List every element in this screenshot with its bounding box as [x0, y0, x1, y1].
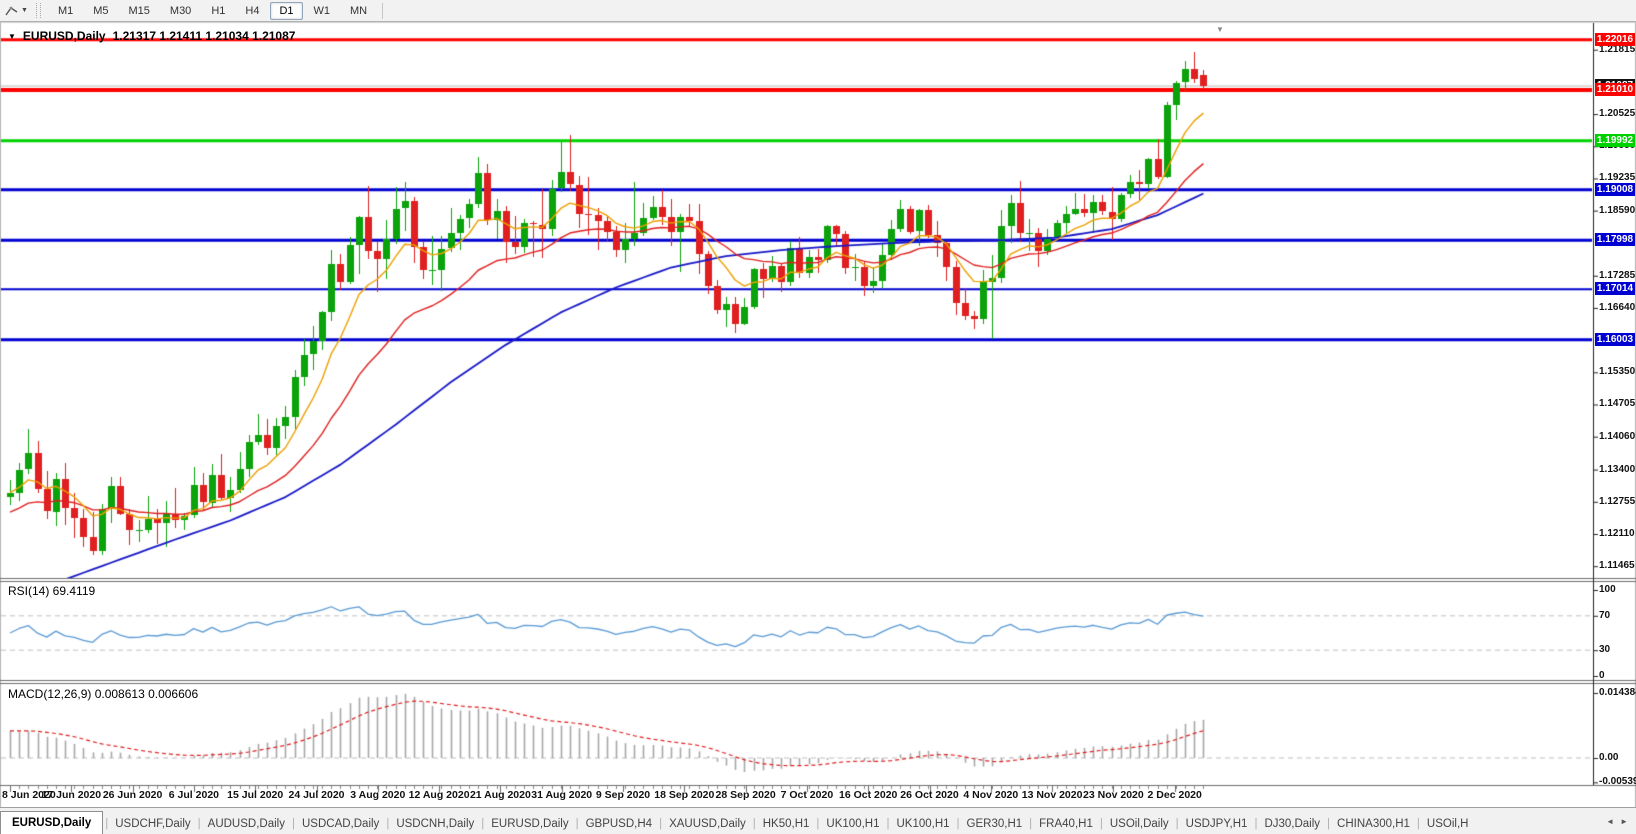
tab-separator: |	[956, 818, 960, 830]
tab-separator: |	[816, 818, 820, 830]
tab-USOil-H[interactable]: USOil,H	[1426, 818, 1469, 830]
tf-M1-button[interactable]: M1	[57, 4, 74, 17]
tab-separator: |	[1029, 818, 1033, 830]
toolbar-grip[interactable]	[35, 3, 41, 18]
tab-separator: |	[197, 818, 201, 830]
tab-GBPUSD-H4[interactable]: GBPUSD,H4	[585, 818, 653, 830]
tf-D1-button[interactable]: D1	[270, 1, 303, 20]
chevron-down-icon: ▼	[21, 7, 28, 14]
tab-GER30-H1[interactable]: GER30,H1	[966, 818, 1023, 830]
tab-separator: |	[1099, 818, 1103, 830]
tf-H1-button[interactable]: H1	[211, 4, 226, 17]
tab-FRA40-H1[interactable]: FRA40,H1	[1039, 818, 1093, 830]
tab-XAUUSD-Daily[interactable]: XAUUSD,Daily	[669, 818, 746, 830]
tab-separator: |	[659, 818, 663, 830]
tabs-scroll-left-button[interactable]: ◄	[1606, 817, 1615, 826]
tab-USOil-Daily[interactable]: USOil,Daily	[1109, 818, 1169, 830]
tf-M30-button[interactable]: M30	[169, 4, 192, 17]
timeframe-buttons: M1 M5 M15 M30 H1 H4 D1 W1 MN	[48, 1, 377, 20]
tab-arrows: ◄ ►	[1596, 809, 1636, 834]
tf-H4-button[interactable]: H4	[245, 4, 260, 17]
tab-separator: |	[1327, 818, 1331, 830]
tab-EURUSD-Daily[interactable]: EURUSD,Daily	[0, 811, 104, 834]
tab-separator: |	[1175, 818, 1179, 830]
tabs-scroll-right-button[interactable]: ►	[1620, 817, 1628, 826]
tab-USDCAD-Daily[interactable]: USDCAD,Daily	[301, 818, 380, 830]
tf-M15-button[interactable]: M15	[128, 4, 150, 17]
tab-USDCHF-Daily[interactable]: USDCHF,Daily	[115, 818, 191, 830]
tab-separator: |	[886, 818, 890, 830]
tab-separator: |	[1254, 818, 1258, 830]
tab-separator: |	[291, 818, 295, 830]
tab-separator: |	[386, 818, 390, 830]
tab-separator: |	[752, 818, 756, 830]
tab-separator: |	[575, 818, 579, 830]
tab-UK100-H1[interactable]: UK100,H1	[826, 818, 880, 830]
tab-separator: |	[105, 818, 109, 830]
tf-W1-button[interactable]: W1	[313, 4, 331, 17]
toolbar-separator	[382, 2, 384, 19]
tab-EURUSD-Daily[interactable]: EURUSD,Daily	[491, 818, 569, 830]
tab-list: EURUSD,Daily | USDCHF,Daily | AUDUSD,Daily | U…	[0, 811, 1475, 834]
tab-CHINA300-H1[interactable]: CHINA300,H1	[1337, 818, 1410, 830]
tab-DJ30-Daily[interactable]: DJ30,Daily	[1264, 818, 1321, 830]
tabbar: EURUSD,Daily | USDCHF,Daily | AUDUSD,Daily | U…	[0, 807, 1636, 834]
tf-MN-button[interactable]: MN	[350, 4, 368, 17]
tab-separator: |	[1416, 818, 1420, 830]
tab-UK100-H1[interactable]: UK100,H1	[896, 818, 950, 830]
tab-HK50-H1[interactable]: HK50,H1	[762, 818, 810, 830]
tab-USDJPY-H1[interactable]: USDJPY,H1	[1185, 818, 1248, 830]
tf-M5-button[interactable]: M5	[93, 4, 109, 17]
tab-USDCNH-Daily[interactable]: USDCNH,Daily	[396, 818, 475, 830]
chart-cursor-icon[interactable]: ▼	[0, 4, 31, 17]
toolbar: ▼ M1 M5 M15 M30 H1 H4 D1 W1 MN	[0, 0, 1636, 22]
tab-AUDUSD-Daily[interactable]: AUDUSD,Daily	[207, 818, 285, 830]
tab-separator: |	[481, 818, 485, 830]
